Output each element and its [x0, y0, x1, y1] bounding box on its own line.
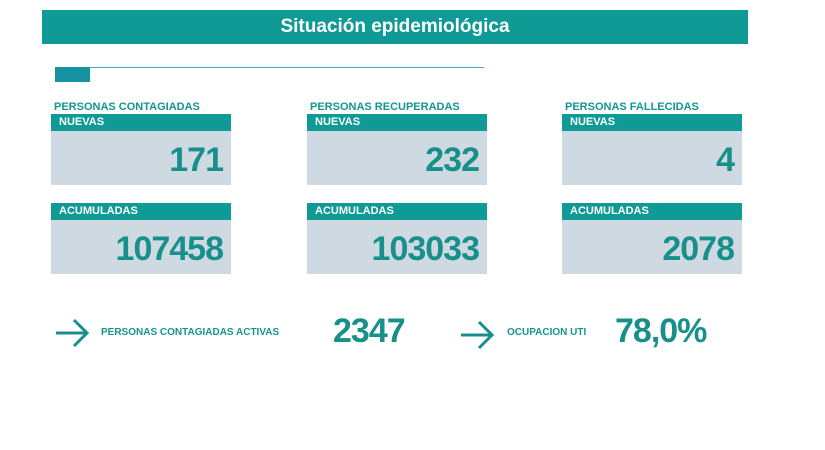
uti-value: 78,0%	[615, 312, 707, 350]
column-recuperadas: PERSONAS RECUPERADAS NUEVAS 232 ACUMULAD…	[307, 101, 487, 274]
arrow-right-icon	[461, 320, 495, 350]
category-label: PERSONAS CONTAGIADAS	[54, 101, 200, 113]
category-label: PERSONAS FALLECIDAS	[565, 101, 699, 113]
column-contagiadas: PERSONAS CONTAGIADAS NUEVAS 171 ACUMULAD…	[51, 101, 231, 274]
acc-header: ACUMULADAS	[51, 203, 231, 220]
new-value: 171	[51, 131, 231, 185]
active-cases-value: 2347	[333, 312, 406, 350]
acc-value: 107458	[51, 220, 231, 274]
arrow-right-icon	[56, 318, 90, 348]
acc-value: 103033	[307, 220, 487, 274]
new-value: 232	[307, 131, 487, 185]
active-cases-label: PERSONAS CONTAGIADAS ACTIVAS	[101, 327, 280, 338]
uti-label: OCUPACION UTI	[507, 327, 587, 338]
acc-header: ACUMULADAS	[307, 203, 487, 220]
category-label: PERSONAS RECUPERADAS	[310, 101, 460, 113]
new-value: 4	[562, 131, 742, 185]
new-header: NUEVAS	[51, 114, 231, 131]
new-header: NUEVAS	[562, 114, 742, 131]
title-banner: Situación epidemiológica	[42, 10, 748, 44]
acc-header: ACUMULADAS	[562, 203, 742, 220]
column-fallecidas: PERSONAS FALLECIDAS NUEVAS 4 ACUMULADAS …	[562, 101, 742, 274]
decorative-tab	[55, 67, 90, 82]
acc-value: 2078	[562, 220, 742, 274]
new-header: NUEVAS	[307, 114, 487, 131]
divider-line	[90, 67, 484, 68]
